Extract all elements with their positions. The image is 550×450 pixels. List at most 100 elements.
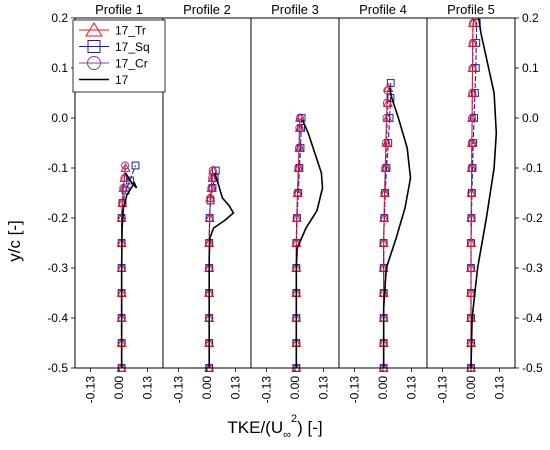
data-point-tr	[467, 37, 478, 47]
x-axis-title-sub: ∞	[283, 429, 291, 441]
x-axis-title-sup: 2	[291, 413, 297, 425]
data-point-tr	[204, 212, 215, 222]
x-tick-label: -0.13	[347, 376, 361, 404]
data-point-tr	[294, 142, 305, 152]
y-tick-label-right: -0.2	[522, 211, 543, 225]
panels-layer: Profile 1 Profile 2 Profile 3 Profile 4 Prof…	[95, 2, 498, 373]
data-point-tr	[467, 87, 478, 97]
x-tick-label: 0.00	[288, 376, 302, 400]
data-point-tr	[380, 162, 391, 172]
x-tick-label: 0.00	[112, 376, 126, 400]
legend-label: 17	[115, 73, 129, 87]
data-point-tr	[119, 172, 130, 182]
legend-item-cr: 17_Cr	[79, 56, 148, 71]
y-tick-label-right: 0.1	[522, 61, 539, 75]
data-point-tr	[466, 162, 477, 172]
x-axis-title: TKE/(U∞2) [-]	[227, 413, 322, 441]
data-point-tr	[466, 187, 477, 197]
y-axis-title: y/c [-]	[5, 220, 24, 262]
legend-item-sq: 17_Sq	[79, 40, 150, 54]
x-tick-label: 0.00	[200, 376, 214, 400]
panel-title: Profile 5	[447, 2, 495, 17]
data-point-tr	[291, 237, 302, 247]
series-line-base	[120, 172, 138, 368]
panel-title: Profile 3	[271, 2, 319, 17]
y-tick-label-right: -0.1	[522, 161, 543, 175]
x-tick-label: 0.13	[229, 376, 243, 400]
profile-panel: Profile 4	[359, 2, 412, 373]
data-point-tr	[205, 192, 216, 202]
data-point-tr	[465, 262, 477, 272]
profile-panel: Profile 1	[95, 2, 143, 373]
data-point-sq	[386, 79, 395, 87]
x-axis-title-main: TKE/(U	[227, 418, 283, 437]
y-tick-label-left: 0.1	[51, 61, 68, 75]
data-point-tr	[466, 212, 477, 222]
legend-marker	[87, 40, 101, 53]
data-point-tr	[118, 182, 129, 192]
y-axis-ticks: 0.2 0.2 0.1 0.1 0.0 0.0 -0.1 -0.1 -0.2 -0.2 -0.3 -0…	[47, 11, 543, 375]
legend-item-base: 17	[79, 73, 129, 87]
series-line-base	[208, 172, 235, 368]
y-tick-label-left: 0.2	[51, 11, 68, 25]
data-point-tr	[295, 112, 306, 122]
data-point-tr	[292, 187, 303, 197]
series-line-tr	[470, 22, 474, 368]
profile-panel: Profile 3	[271, 2, 324, 373]
x-tick-label: -0.13	[435, 376, 449, 404]
y-tick-label-left: -0.5	[47, 361, 68, 375]
y-tick-label-right: -0.3	[522, 261, 543, 275]
x-axis-title-end: ) [-]	[297, 418, 323, 437]
profile-panel: Profile 5	[447, 2, 498, 373]
data-point-tr	[294, 122, 305, 132]
y-tick-label-right: -0.5	[522, 361, 543, 375]
x-tick-label: -0.13	[171, 376, 185, 404]
data-point-tr	[382, 112, 393, 122]
x-tick-label: 0.13	[405, 376, 419, 400]
data-point-tr	[381, 137, 392, 147]
data-point-tr	[467, 17, 479, 27]
panel-title: Profile 1	[95, 2, 143, 17]
legend-label: 17_Sq	[115, 40, 150, 54]
legend-label: 17_Cr	[115, 57, 148, 71]
y-tick-label-right: 0.2	[522, 11, 539, 25]
data-point-tr	[378, 237, 389, 247]
data-point-tr	[291, 212, 302, 222]
x-tick-label: -0.13	[259, 376, 273, 404]
x-tick-label: 0.13	[141, 376, 155, 400]
data-point-tr	[379, 187, 390, 197]
legend-marker	[85, 22, 103, 37]
data-point-tr	[206, 182, 217, 192]
data-point-tr	[120, 162, 131, 172]
series-line-base	[470, 17, 498, 369]
x-tick-label: 0.13	[317, 376, 331, 400]
y-tick-label-left: -0.4	[47, 311, 68, 325]
panel-title: Profile 2	[183, 2, 231, 17]
data-point-tr	[465, 237, 477, 247]
series-line-base	[295, 120, 324, 368]
data-point-tr	[467, 62, 478, 72]
x-tick-label: 0.13	[493, 376, 507, 400]
y-tick-label-right: 0.0	[522, 111, 539, 125]
legend-label: 17_Tr	[115, 24, 146, 38]
data-point-tr	[207, 172, 218, 182]
data-point-tr	[116, 212, 127, 222]
data-point-tr	[466, 137, 477, 147]
data-point-tr	[208, 165, 219, 175]
series-line-base	[382, 87, 412, 368]
y-tick-label-right: -0.4	[522, 311, 543, 325]
panel-title: Profile 4	[359, 2, 407, 17]
legend-item-tr: 17_Tr	[79, 22, 146, 38]
x-tick-label: 0.00	[464, 376, 478, 400]
y-tick-label-left: -0.3	[47, 261, 68, 275]
y-tick-label-left: 0.0	[51, 111, 68, 125]
profile-panel: Profile 2	[183, 2, 235, 373]
legend: 17_Tr 17_Sq 17_Cr 17	[72, 19, 166, 93]
data-point-tr	[382, 97, 393, 107]
legend-marker	[87, 56, 101, 70]
x-tick-label: 0.00	[376, 376, 390, 400]
data-point-tr	[465, 312, 477, 322]
y-tick-label-left: -0.1	[47, 161, 68, 175]
y-tick-label-left: -0.2	[47, 211, 68, 225]
